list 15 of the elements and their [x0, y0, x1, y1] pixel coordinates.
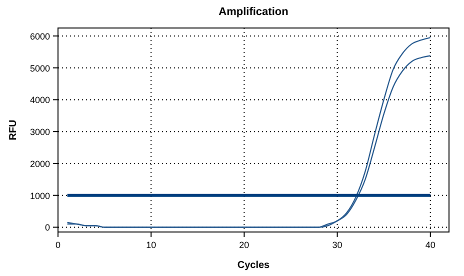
x-tick-label: 20 [239, 240, 250, 250]
x-tick-label: 40 [425, 240, 436, 250]
y-tick-label: 1000 [30, 190, 50, 201]
y-tick-label: 4000 [30, 95, 50, 106]
chart-title: Amplification [218, 6, 289, 18]
x-tick-label: 10 [146, 240, 156, 250]
y-tick-label: 5000 [30, 63, 50, 74]
y-tick-label: 6000 [30, 31, 50, 42]
x-tick-label: 30 [332, 240, 342, 250]
x-tick-label: 0 [55, 240, 61, 250]
y-tick-label: 2000 [30, 158, 50, 169]
y-tick-label: 0 [44, 222, 50, 233]
y-axis-title: RFU [8, 120, 19, 140]
x-axis-title: Cycles [237, 260, 270, 271]
y-tick-label: 3000 [30, 127, 50, 138]
